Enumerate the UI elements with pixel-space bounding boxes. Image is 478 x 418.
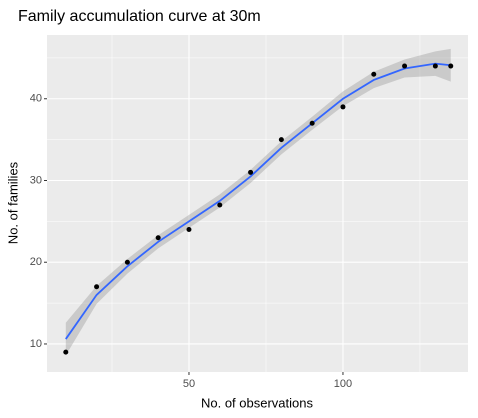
y-tick-label: 20 (30, 256, 42, 268)
y-tick-label: 10 (30, 338, 42, 350)
point (155, 235, 161, 241)
point (371, 71, 377, 77)
y-axis-label: No. of families (5, 161, 20, 244)
chart-title: Family accumulation curve at 30m (18, 8, 261, 25)
point (94, 284, 100, 290)
point (186, 227, 192, 233)
point (448, 63, 454, 69)
y-tick-label: 40 (30, 93, 42, 105)
x-tick-label: 100 (334, 378, 352, 390)
point (217, 202, 223, 208)
point (124, 259, 130, 265)
y-tick-label: 30 (30, 174, 42, 186)
point (309, 120, 315, 126)
smooth-line (65, 62, 451, 340)
x-axis-label: No. of observations (201, 395, 314, 410)
point (248, 169, 254, 175)
panel (47, 35, 468, 372)
x-tick-label: 50 (183, 378, 195, 390)
point (432, 63, 438, 69)
point (278, 137, 284, 143)
point (63, 349, 69, 355)
point (402, 63, 408, 69)
point (340, 104, 346, 110)
